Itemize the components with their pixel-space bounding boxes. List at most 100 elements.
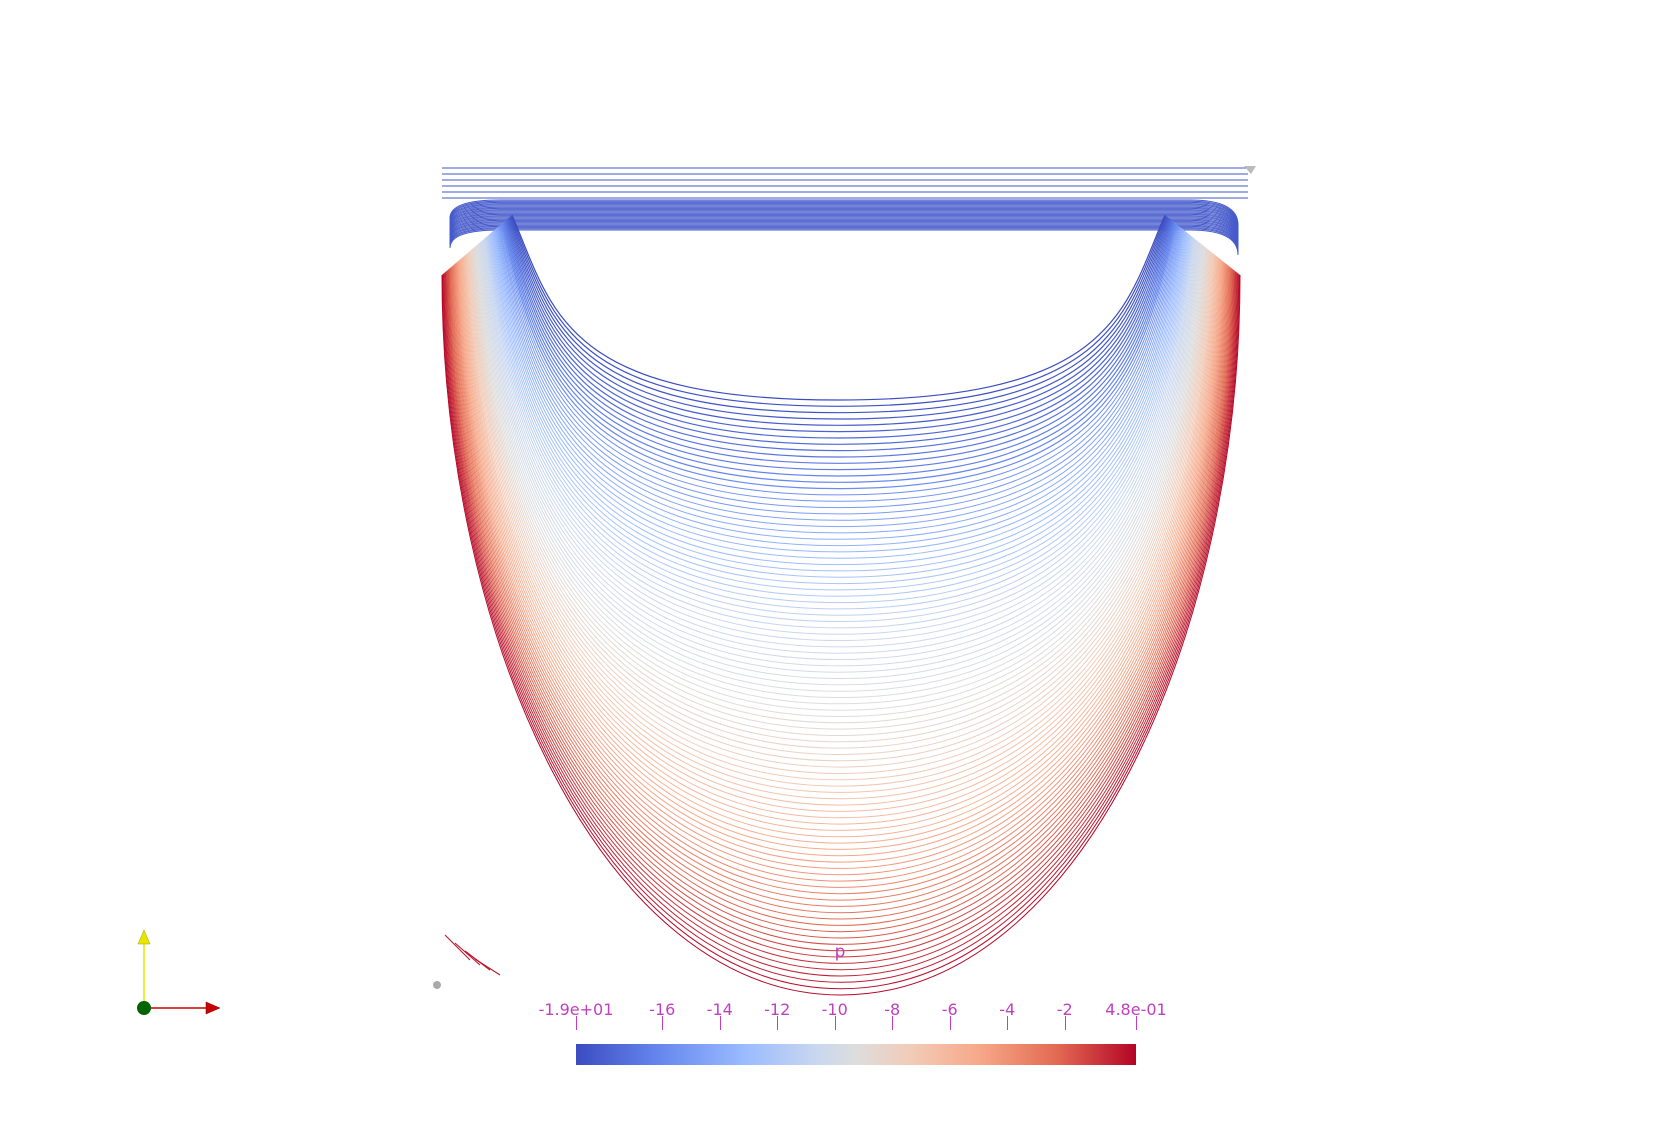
streamline — [495, 228, 1183, 534]
streamline — [449, 219, 1239, 246]
streamline — [463, 256, 1218, 812]
streamline — [494, 229, 1184, 547]
streamline — [505, 219, 1172, 452]
streamline — [449, 225, 1239, 252]
colorbar-tick-label: -8 — [884, 1000, 901, 1019]
streamline — [486, 236, 1192, 610]
streamline — [449, 212, 1239, 239]
streamline — [481, 240, 1198, 654]
streamline — [501, 223, 1176, 483]
streamline — [504, 220, 1173, 458]
streamline — [469, 251, 1211, 762]
streamline — [460, 258, 1220, 831]
streamline — [508, 217, 1169, 426]
streamline — [454, 264, 1227, 888]
streamline — [449, 206, 1239, 233]
streamline — [459, 259, 1222, 844]
streamline — [447, 269, 1235, 945]
streamline — [486, 236, 1193, 616]
streamline — [465, 254, 1215, 793]
streamline — [493, 230, 1185, 553]
streamline — [449, 213, 1239, 240]
streamline — [442, 274, 1240, 990]
streamline — [507, 217, 1170, 433]
streamline — [453, 264, 1228, 895]
streamline — [454, 263, 1227, 882]
streamline — [499, 225, 1179, 502]
streamline — [454, 942, 481, 966]
seed-point-icon — [1244, 166, 1256, 174]
streamline — [449, 267, 1232, 926]
streamline — [451, 266, 1231, 914]
streamline — [475, 246, 1205, 711]
streamline — [492, 231, 1187, 566]
streamline — [500, 224, 1178, 496]
streamline — [476, 244, 1203, 699]
streamline — [489, 233, 1189, 585]
streamline — [491, 232, 1187, 572]
streamline — [473, 247, 1207, 724]
streamline — [448, 269, 1234, 939]
streamline — [497, 226, 1181, 521]
streamline — [461, 257, 1219, 825]
streamline — [457, 261, 1224, 863]
colorbar-tick-label: -12 — [764, 1000, 791, 1019]
streamline — [455, 262, 1226, 876]
streamline — [449, 210, 1239, 236]
streamline — [498, 225, 1180, 509]
streamline — [449, 205, 1239, 232]
streamline — [444, 272, 1238, 971]
streamline — [496, 227, 1182, 528]
streamline — [478, 243, 1202, 686]
y-axis-arrow-icon — [137, 929, 151, 945]
streamline — [466, 253, 1214, 781]
streamline — [483, 239, 1196, 642]
streamline — [511, 214, 1166, 401]
colorbar-tick-mark — [719, 1016, 721, 1030]
streamline — [510, 215, 1167, 407]
colorbar-tick-mark — [576, 1016, 577, 1030]
colorbar-tick-label: -6 — [941, 1000, 958, 1019]
streamline — [449, 217, 1239, 244]
streamline — [451, 266, 1230, 907]
streamline — [443, 273, 1239, 977]
streamline — [483, 238, 1195, 635]
streamline — [449, 229, 1239, 256]
streamline — [449, 227, 1239, 253]
seed-point-icon — [433, 981, 441, 989]
streamline — [488, 234, 1191, 597]
streamline — [504, 221, 1174, 464]
colorbar-tick-mark — [777, 1016, 779, 1030]
colorbar-tick-mark — [662, 1016, 664, 1030]
orientation-axes — [120, 920, 240, 1034]
streamline — [474, 958, 501, 976]
streamline — [481, 241, 1199, 661]
streamline — [509, 216, 1168, 414]
colorbar-tick-label: -10 — [821, 1000, 848, 1019]
streamline — [448, 268, 1233, 933]
streamline — [472, 248, 1207, 730]
streamline — [449, 201, 1239, 228]
streamline — [503, 221, 1175, 471]
streamline — [449, 199, 1239, 226]
streamline — [449, 216, 1239, 242]
colorbar-tick-label: -2 — [1056, 1000, 1073, 1019]
streamline — [449, 203, 1239, 229]
streamline — [456, 262, 1225, 869]
streamline — [450, 267, 1231, 920]
streamline — [446, 270, 1235, 952]
streamline — [464, 255, 1216, 800]
streamline — [477, 244, 1203, 692]
streamline — [489, 234, 1190, 591]
colorbar-tick-mark — [892, 1016, 894, 1030]
streamline — [449, 228, 1239, 254]
streamline — [492, 230, 1186, 559]
streamline — [449, 221, 1239, 247]
scalar-colorbar: p -1.9e+01 -16 -14 -12 -10 -8 -6 -4 -2 4.8e-01 — [539, 940, 1167, 1070]
streamline — [485, 237, 1194, 623]
streamline — [501, 223, 1177, 490]
streamline — [449, 215, 1239, 241]
colorbar-tick-label: -1.9e+01 — [538, 1000, 614, 1019]
